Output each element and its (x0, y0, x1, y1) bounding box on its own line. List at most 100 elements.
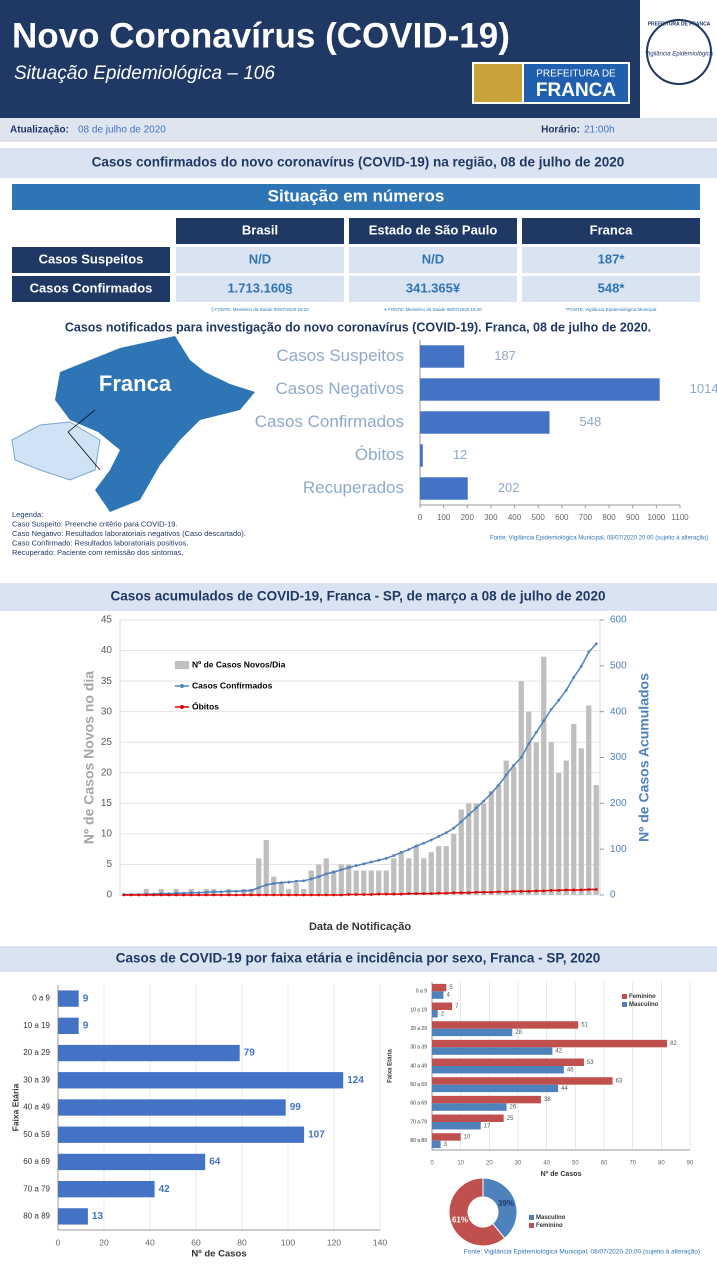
marker (482, 890, 486, 894)
marker (527, 742, 531, 746)
y-tick-label: 45 (101, 615, 113, 626)
table-header-cell (349, 218, 517, 244)
marker (377, 892, 381, 896)
bar (432, 1077, 613, 1085)
legend-note: Caso Suspeito: Preenche critério para CO… (12, 519, 178, 528)
section-bar (0, 946, 717, 972)
marker (302, 893, 306, 897)
marker (467, 813, 471, 817)
table-row-header: Casos Confirmados (30, 280, 153, 295)
marker (444, 831, 448, 835)
marker (294, 879, 298, 883)
table-value: N/D (422, 251, 444, 266)
value-label: 9 (83, 1020, 89, 1031)
y-tick-label: 20 a 29 (410, 1026, 427, 1032)
main-title: Novo Coronavírus (COVID-19) (12, 16, 510, 55)
bar (58, 1126, 305, 1143)
marker (234, 893, 238, 897)
marker (129, 893, 133, 897)
marker (167, 893, 171, 897)
value-label: 1014 (690, 381, 717, 396)
legend-label: Óbitos (192, 700, 219, 711)
bar (503, 760, 509, 895)
y-tick-label: Óbitos (355, 445, 404, 464)
value-label: 53 (587, 1060, 594, 1066)
marker (309, 877, 313, 881)
bar (518, 681, 524, 895)
line (123, 643, 597, 896)
value-label: 44 (561, 1086, 568, 1092)
table-value: 187* (598, 251, 626, 266)
table-footnote: ¥ FONTE: Ministério da Saúde 08/07/2020 … (384, 307, 482, 312)
y-tick-label: 40 a 49 (23, 1103, 50, 1112)
bar (413, 846, 419, 895)
bar (316, 864, 322, 895)
table-row-header-cell (12, 276, 170, 302)
marker (579, 664, 583, 668)
bar (432, 1039, 668, 1048)
section-bar (0, 148, 717, 178)
legend-label: Masculino (536, 1215, 566, 1221)
legend-note: Legenda: (12, 510, 43, 519)
bar (432, 1010, 438, 1018)
summary-table: Brasil Estado de São Paulo Franca Casos Sus… (12, 218, 700, 312)
y-tick-label: 20 (101, 767, 113, 778)
y2-axis-title: Nº de Casos Acumulados (636, 673, 652, 842)
x-tick-label: 40 (543, 1161, 550, 1167)
bar (368, 870, 374, 895)
bar (58, 1044, 240, 1062)
marker (594, 642, 598, 646)
y2-tick-label: 0 (610, 890, 616, 901)
marker (557, 889, 561, 892)
legend-label: Feminino (536, 1223, 563, 1229)
marker (474, 806, 478, 810)
marker (354, 864, 358, 868)
x-tick-label: 900 (626, 513, 640, 522)
marker (572, 888, 576, 892)
bar (420, 477, 468, 500)
section-bar (0, 583, 717, 611)
y-tick-label: 50 a 59 (23, 1130, 50, 1139)
bar (353, 870, 359, 895)
marker (197, 893, 201, 897)
marker (377, 858, 381, 862)
marker (174, 893, 178, 897)
y-axis-title: Faixa Etária (388, 1048, 394, 1082)
marker (159, 893, 163, 897)
marker (422, 892, 426, 896)
x-axis-title: Nº de Casos (541, 1171, 582, 1178)
bar (432, 991, 444, 999)
legend-marker (180, 684, 184, 688)
bar (338, 864, 344, 895)
legend-note: Caso Negativo: Resultados laboratoriais … (12, 529, 246, 538)
bar (143, 888, 149, 895)
x-tick-label: 400 (508, 513, 522, 522)
table-cell (176, 276, 344, 302)
bar (158, 888, 164, 895)
bar (593, 785, 599, 895)
bar (511, 766, 517, 895)
marker (369, 893, 373, 896)
table-cell (349, 276, 517, 302)
bar (58, 1099, 286, 1116)
marker (279, 881, 283, 885)
value-label: 4 (446, 993, 450, 999)
bar (432, 1114, 504, 1122)
bar (420, 378, 660, 401)
legend-swatch (622, 994, 627, 999)
x-axis-title: Nº de Casos (191, 1249, 246, 1260)
marker (272, 882, 276, 885)
bar (481, 803, 487, 895)
x-tick-label: 40 (145, 1237, 155, 1247)
y-tick-label: 5 (106, 859, 112, 870)
y-tick-label: 0 a 9 (416, 989, 427, 995)
y-tick-label: 80 a 89 (23, 1211, 50, 1220)
table-footnote: § FONTE: Ministério da Saúde 08/07/2020 … (211, 307, 309, 312)
bar (331, 870, 337, 895)
y-tick-label: 70 a 79 (410, 1119, 427, 1125)
bar (420, 345, 465, 368)
legend-label: Masculino (629, 1002, 659, 1008)
chart-source: Fonte: Vigilância Epidemiológica Municip… (490, 536, 708, 542)
marker (324, 872, 328, 876)
y-axis-title: Faixa Etária (10, 1083, 20, 1131)
